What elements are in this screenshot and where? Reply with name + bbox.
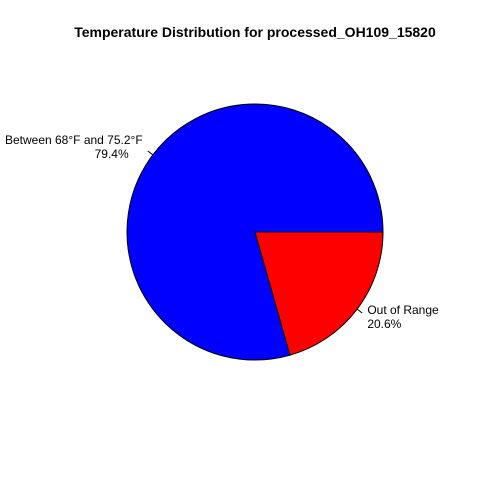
slice-label-tick-0: [147, 150, 154, 156]
chart-title: Temperature Distribution for processed_O…: [74, 24, 436, 40]
slice-label-percent-1: 20.6%: [367, 317, 401, 331]
slice-labels: Between 68°F and 75.2°F79.4% Out of Range…: [5, 133, 439, 331]
pie-slices: [126, 103, 384, 361]
slice-label-percent-0: 79.4%: [95, 147, 129, 161]
slice-label-name-1: Out of Range: [367, 303, 439, 317]
slice-label-tick-1: [356, 308, 363, 314]
slice-label-name-0: Between 68°F and 75.2°F: [5, 133, 143, 147]
